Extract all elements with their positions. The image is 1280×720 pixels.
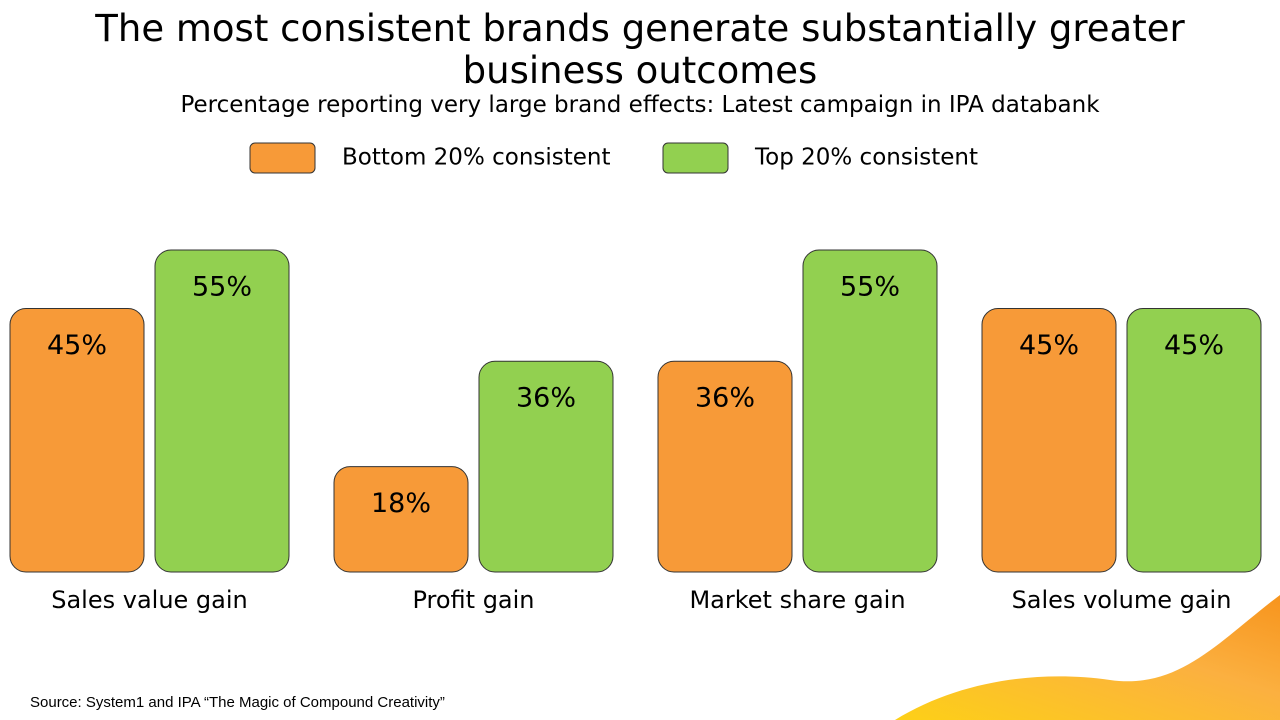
bar bbox=[478, 360, 614, 573]
bar bbox=[9, 308, 145, 573]
chart-subtitle: Percentage reporting very large brand ef… bbox=[180, 92, 1100, 118]
value-label: 55% bbox=[192, 272, 252, 303]
source-note: Source: System1 and IPA “The Magic of Co… bbox=[30, 694, 445, 711]
value-label: 45% bbox=[47, 330, 107, 361]
category-label: Profit gain bbox=[412, 586, 534, 614]
bar bbox=[657, 360, 793, 573]
bar bbox=[981, 308, 1117, 573]
value-label: 55% bbox=[840, 272, 900, 303]
bar bbox=[802, 249, 938, 573]
category-label: Sales value gain bbox=[51, 586, 248, 614]
chart-title: The most consistent brands generate subs… bbox=[95, 7, 1185, 92]
legend-swatch bbox=[249, 142, 316, 174]
category-label: Market share gain bbox=[689, 586, 905, 614]
legend-label: Bottom 20% consistent bbox=[342, 145, 611, 171]
bar bbox=[1126, 308, 1262, 573]
decorative-wave bbox=[895, 595, 1280, 720]
value-label: 45% bbox=[1164, 330, 1224, 361]
legend-label: Top 20% consistent bbox=[754, 145, 978, 171]
value-label: 36% bbox=[516, 383, 576, 414]
legend-swatch bbox=[662, 142, 729, 174]
bar bbox=[333, 466, 469, 573]
value-label: 36% bbox=[695, 383, 755, 414]
bar bbox=[154, 249, 290, 573]
category-label: Sales volume gain bbox=[1012, 586, 1232, 614]
value-label: 45% bbox=[1019, 330, 1079, 361]
value-label: 18% bbox=[371, 488, 431, 519]
